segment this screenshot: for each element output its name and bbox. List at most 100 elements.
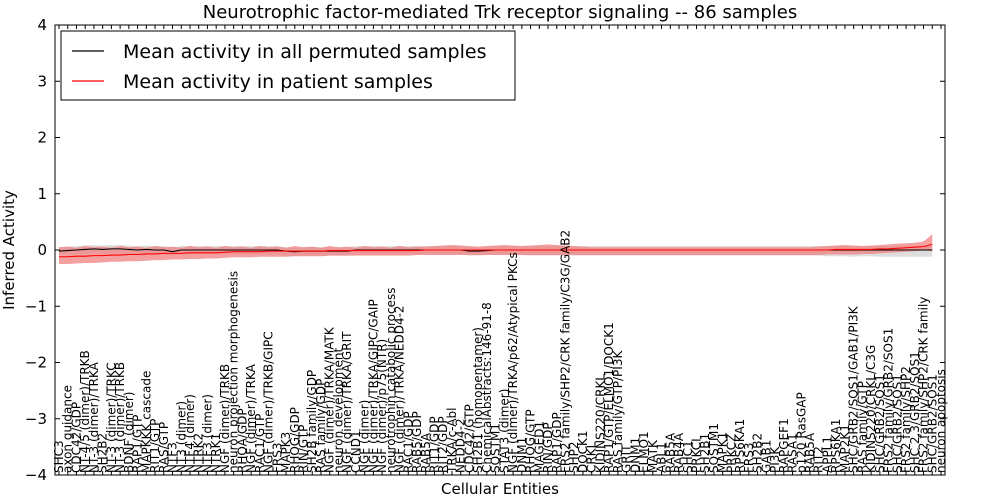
category-label: RIT2/GDP	[436, 416, 450, 473]
category-label: RAC1/GTP	[253, 414, 267, 473]
category-label: NGF (dimer)/TRKA	[244, 363, 258, 473]
category-label: NT-3 (dimer)/TRKC	[104, 362, 118, 473]
category-label: NT-3 (dimer)/TRKA	[87, 361, 101, 473]
category-label: NTF3	[166, 442, 180, 473]
category-label: GRIT	[620, 444, 634, 473]
x-axis-label: Cellular Entities	[441, 480, 559, 498]
category-label: RAP1/GTP	[131, 415, 145, 473]
series-lines	[58, 243, 933, 258]
category-label: RAP1/GDP	[550, 412, 564, 473]
category-label: neurotrophin catabolic process	[384, 288, 398, 473]
y-tick-label: 0	[37, 241, 47, 259]
category-label: ELMO1	[637, 431, 651, 473]
category-label: DOCK1	[576, 430, 590, 473]
category-label: SHC/GRB2/SOS1	[873, 374, 887, 473]
y-axis-label: Inferred Activity	[0, 190, 18, 310]
legend-label-permuted: Mean activity in all permuted samples	[123, 41, 486, 63]
category-label: NEDD4-2	[454, 418, 468, 473]
category-label: RAB5A	[663, 432, 677, 473]
category-label: DNM1	[628, 437, 642, 473]
category-label: ChemicalAbstracts:146-91-8	[480, 302, 494, 473]
category-label: ABL1	[655, 442, 669, 473]
category-label: NGF (dimer)	[358, 400, 372, 473]
category-label: neuron apoptosis	[934, 369, 948, 473]
category-label: RIT2	[812, 446, 826, 473]
category-label: SQSTM1	[489, 423, 503, 473]
category-label: NGF (dimer)/TRKA/NEDD4-2	[393, 305, 407, 473]
y-tick-label: −1	[25, 297, 47, 315]
category-label: RIT1/GDP	[428, 416, 442, 473]
category-label: NTF4 (dimer)	[183, 394, 197, 473]
y-tick-label: 2	[37, 129, 47, 147]
category-label: FRS2 family/SHP2/CRK family	[917, 297, 931, 473]
category-label: SH2B1 (homopentamer)	[471, 327, 485, 473]
category-label: SH2B1	[698, 433, 712, 473]
category-label: PI3K	[768, 446, 782, 473]
category-label: RIN/GTP	[297, 425, 311, 473]
category-label: NTF3 (dimer)	[200, 394, 214, 473]
series-line-patient	[59, 243, 933, 258]
category-label: RIT1/GTP	[148, 419, 162, 473]
category-label: MAGED1	[532, 421, 546, 473]
category-label: NTRK1	[209, 433, 223, 473]
category-label: SH2B family/GDP	[305, 370, 319, 473]
category-label: SHC/GRB2/SOS1/GAB1/PI3K	[847, 305, 861, 473]
category-label: MAPK3	[279, 432, 293, 473]
category-label: RAB5A	[419, 432, 433, 473]
category-label: MATK	[646, 439, 660, 473]
category-label: RAC1/GDP	[401, 411, 415, 473]
category-label: RHOG/GTP	[524, 409, 538, 473]
category-label: NGF (dimer)/TRKA/MATK	[323, 326, 337, 473]
category-label: RAB5A	[803, 432, 817, 473]
category-label: MAPKKK cascade	[139, 371, 153, 473]
category-label: NGF (dimer)/TRKA/GIPC/GAIP	[366, 299, 380, 473]
category-label: RAS family/GDP	[314, 379, 328, 473]
category-label: SHC1	[681, 440, 695, 473]
category-label: neuron development	[331, 348, 345, 473]
legend-box	[60, 30, 516, 101]
category-label: CDC42/GTP	[462, 404, 476, 473]
category-label: NTRK2	[192, 433, 206, 473]
category-label: RAS family/GTP/PI3K	[611, 350, 625, 473]
axis-ticks: −4 −3 −2 −1 0 1 2 3 4	[25, 16, 945, 484]
y-tick-label: 4	[37, 16, 47, 34]
category-label: FRS3	[742, 443, 756, 474]
category-label: NGF (dimer)/TRKA/GRIT	[340, 331, 354, 473]
category-label: FRS2 family/SHP2	[899, 366, 913, 473]
category-label: RAB5/GDP	[410, 411, 424, 473]
legend-label-patient: Mean activity in patient samples	[123, 71, 433, 93]
category-label: SHC/GRB2/SOS1	[890, 374, 904, 473]
category-label: SHP2	[567, 441, 581, 473]
category-label: axon guidance	[61, 385, 75, 473]
category-label: NT-4/5 (dimer)/TRKB	[78, 350, 92, 473]
category-label: TRKA/c-Abl	[445, 408, 459, 474]
category-label: FRS2 family/SHP2/CRK family/C3G/GAB2	[558, 230, 572, 473]
category-label: STAT3 (dimer)	[497, 389, 511, 473]
category-label: RAS family/GTP	[855, 381, 869, 473]
category-label: PRKCZ	[724, 434, 738, 473]
category-label: RASA1	[786, 433, 800, 473]
category-label: RHOG/GDP	[288, 407, 302, 473]
category-label: NGF (dimer)/TRKB	[218, 364, 232, 473]
chart-title: Neurotrophic factor-mediated Trk recepto…	[203, 2, 797, 23]
confidence-bands	[59, 234, 933, 265]
y-tick-label: −3	[25, 410, 47, 428]
category-label: KIDINS220/CRKL	[593, 374, 607, 473]
confidence-band-patient	[59, 234, 933, 265]
y-tick-label: 1	[37, 185, 47, 203]
category-label: CDC42/GDP	[69, 402, 83, 473]
category-label: RIN/GDP	[541, 422, 555, 473]
category-label: RPS6KA1	[829, 419, 843, 473]
category-label: DNM1	[515, 437, 529, 473]
category-label: KIDINS220/CRKL/C3G	[864, 345, 878, 473]
legend: Mean activity in all permuted samples Me…	[60, 30, 516, 101]
category-label: p120 RasGAP	[794, 392, 808, 473]
category-label: SHC 2,3/GRB2/SOS1	[908, 351, 922, 473]
category-label: SH2B2	[96, 433, 110, 473]
category-label: neuron projection morphogenesis	[227, 271, 241, 473]
category-label: NT3 (dimer)	[174, 401, 188, 473]
category-label: MAP2K1	[838, 424, 852, 473]
category-label: NT-3 (dimer)/TRKB	[113, 362, 127, 473]
